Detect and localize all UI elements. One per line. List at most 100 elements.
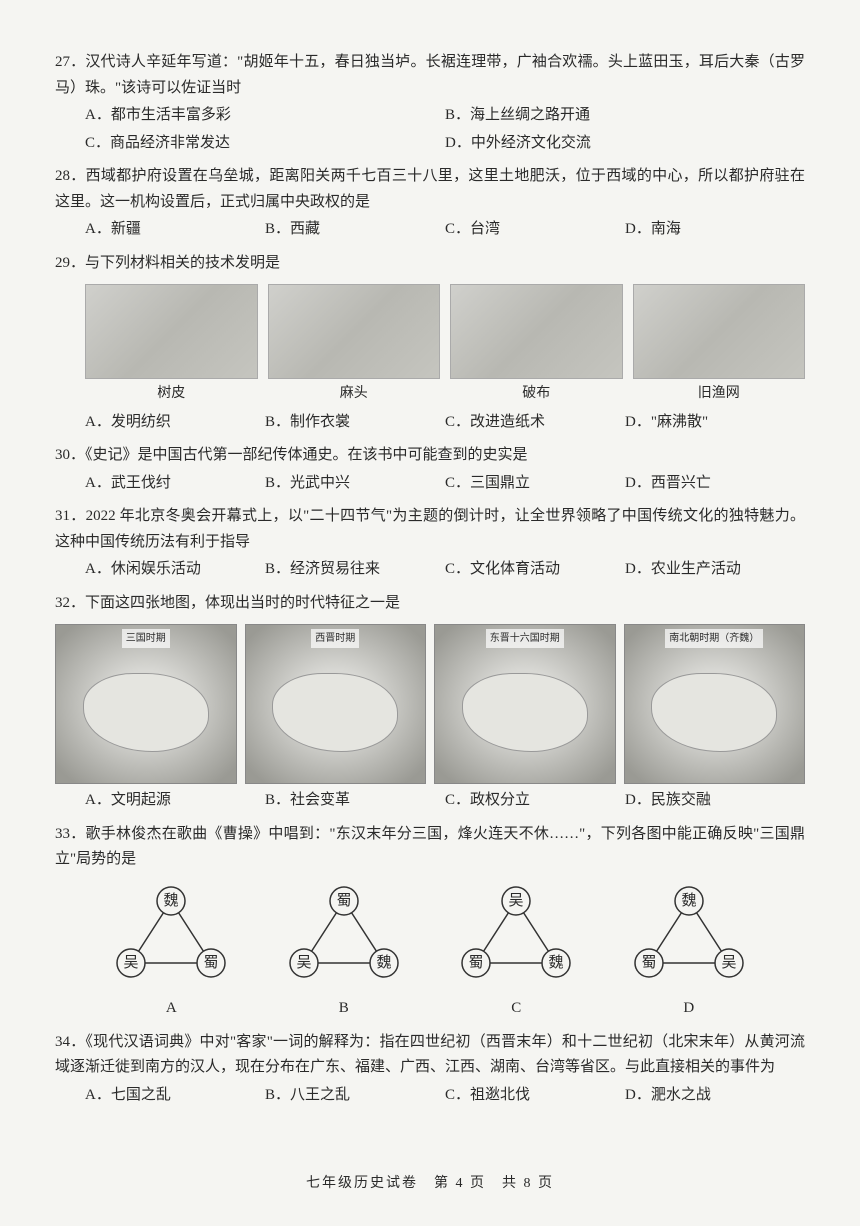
tri-label-b: B: [279, 996, 409, 1022]
q34-body: 《现代汉语词典》中对"客家"一词的解释为：指在四世纪初（西晋末年）和十二世纪初（…: [55, 1034, 805, 1076]
map-sanguo: 三国时期: [55, 624, 237, 784]
q34-opt-c: C．祖逖北伐: [445, 1083, 625, 1109]
q29-opt-a: A．发明纺织: [85, 410, 265, 436]
q29-label-4: 旧渔网: [698, 382, 740, 406]
q29-label-2: 麻头: [340, 382, 368, 406]
q30-options: A．武王伐纣 B．光武中兴 C．三国鼎立 D．西晋兴亡: [55, 471, 805, 497]
map-shape-icon: [651, 673, 777, 752]
tri-d-top: 魏: [681, 892, 696, 909]
tri-c-right: 魏: [549, 954, 564, 971]
map-title-2: 西晋时期: [311, 629, 359, 648]
tri-b-right: 魏: [376, 954, 391, 971]
question-32: 32．下面这四张地图，体现出当时的时代特征之一是 三国时期 西晋时期 东晋十六国…: [55, 591, 805, 814]
q27-opt-a: A．都市生活丰富多彩: [85, 103, 445, 129]
q28-opt-d: D．南海: [625, 217, 805, 243]
map-title-4: 南北朝时期（齐魏）: [665, 629, 763, 648]
q33-triangles: 魏 吴 蜀 A 蜀 吴 魏 B: [85, 883, 775, 1022]
q27-options: A．都市生活丰富多彩 B．海上丝绸之路开通 C．商品经济非常发达 D．中外经济文…: [55, 101, 805, 156]
q32-opt-c: C．政权分立: [445, 788, 625, 814]
q27-body: 汉代诗人辛延年写道："胡姬年十五，春日独当垆。长裾连理带，广袖合欢襦。头上蓝田玉…: [55, 54, 805, 96]
q31-opt-c: C．文化体育活动: [445, 557, 625, 583]
tri-a-left: 吴: [124, 954, 139, 971]
question-33: 33．歌手林俊杰在歌曲《曹操》中唱到："东汉末年分三国，烽火连天不休……"，下列…: [55, 822, 805, 1022]
q30-opt-b: B．光武中兴: [265, 471, 445, 497]
q29-opt-b: B．制作衣裳: [265, 410, 445, 436]
q32-maps: 三国时期 西晋时期 东晋十六国时期 南北朝时期（齐魏）: [55, 624, 805, 784]
tri-d-right: 吴: [721, 954, 736, 971]
rag-image: [450, 284, 623, 379]
q32-map-1: 三国时期: [55, 624, 237, 784]
map-nanbeichao: 南北朝时期（齐魏）: [624, 624, 806, 784]
q30-opt-c: C．三国鼎立: [445, 471, 625, 497]
q30-text: 30．《史记》是中国古代第一部纪传体通史。在该书中可能查到的史实是: [55, 443, 805, 469]
q30-opt-d: D．西晋兴亡: [625, 471, 805, 497]
question-27: 27．汉代诗人辛延年写道："胡姬年十五，春日独当垆。长裾连理带，广袖合欢襦。头上…: [55, 50, 805, 156]
tri-b-left: 吴: [296, 954, 311, 971]
q29-img-3: 破布: [450, 284, 623, 406]
q32-options: A．文明起源 B．社会变革 C．政权分立 D．民族交融: [55, 788, 805, 814]
map-title-1: 三国时期: [122, 629, 170, 648]
q32-opt-b: B．社会变革: [265, 788, 445, 814]
q32-opt-d: D．民族交融: [625, 788, 805, 814]
q34-text: 34．《现代汉语词典》中对"客家"一词的解释为：指在四世纪初（西晋末年）和十二世…: [55, 1030, 805, 1081]
tri-d-left: 蜀: [641, 955, 656, 971]
triangle-b: 蜀 吴 魏 B: [279, 883, 409, 1022]
q32-text: 32．下面这四张地图，体现出当时的时代特征之一是: [55, 591, 805, 617]
q32-body: 下面这四张地图，体现出当时的时代特征之一是: [85, 595, 400, 611]
triangle-diagram-icon: 魏 吴 蜀: [106, 883, 236, 983]
q29-images: 树皮 麻头 破布 旧渔网: [85, 284, 805, 406]
triangle-a: 魏 吴 蜀 A: [106, 883, 236, 1022]
q34-opt-b: B．八王之乱: [265, 1083, 445, 1109]
page-footer: 七年级历史试卷 第 4 页 共 8 页: [0, 1172, 860, 1196]
q29-opt-d: D．"麻沸散": [625, 410, 805, 436]
question-28: 28．西域都护府设置在乌垒城，距离阳关两千七百三十八里，这里土地肥沃，位于西域的…: [55, 164, 805, 243]
triangle-diagram-icon: 蜀 吴 魏: [279, 883, 409, 983]
q31-opt-b: B．经济贸易往来: [265, 557, 445, 583]
q29-opt-c: C．改进造纸术: [445, 410, 625, 436]
q31-body: 2022 年北京冬奥会开幕式上，以"二十四节气"为主题的倒计时，让全世界领略了中…: [55, 508, 805, 550]
map-shape-icon: [83, 673, 209, 752]
q29-label-1: 树皮: [157, 382, 185, 406]
q28-text: 28．西域都护府设置在乌垒城，距离阳关两千七百三十八里，这里土地肥沃，位于西域的…: [55, 164, 805, 215]
bark-image: [85, 284, 258, 379]
q27-opt-d: D．中外经济文化交流: [445, 131, 805, 157]
triangle-c: 吴 蜀 魏 C: [451, 883, 581, 1022]
q33-num: 33．: [55, 826, 85, 842]
hemp-image: [268, 284, 441, 379]
q28-options: A．新疆 B．西藏 C．台湾 D．南海: [55, 217, 805, 243]
question-30: 30．《史记》是中国古代第一部纪传体通史。在该书中可能查到的史实是 A．武王伐纣…: [55, 443, 805, 496]
q28-body: 西域都护府设置在乌垒城，距离阳关两千七百三十八里，这里土地肥沃，位于西域的中心，…: [55, 168, 805, 210]
q29-body: 与下列材料相关的技术发明是: [85, 255, 280, 271]
triangle-diagram-icon: 魏 蜀 吴: [624, 883, 754, 983]
tri-label-c: C: [451, 996, 581, 1022]
map-shape-icon: [462, 673, 588, 752]
q27-text: 27．汉代诗人辛延年写道："胡姬年十五，春日独当垆。长裾连理带，广袖合欢襦。头上…: [55, 50, 805, 101]
q32-map-2: 西晋时期: [245, 624, 427, 784]
q29-text: 29．与下列材料相关的技术发明是: [55, 251, 805, 277]
map-dongjin: 东晋十六国时期: [434, 624, 616, 784]
q30-num: 30．: [55, 447, 85, 463]
q29-img-2: 麻头: [268, 284, 441, 406]
tri-c-top: 吴: [509, 892, 524, 909]
q29-img-1: 树皮: [85, 284, 258, 406]
q32-map-3: 东晋十六国时期: [434, 624, 616, 784]
q34-num: 34．: [55, 1034, 85, 1050]
q29-img-4: 旧渔网: [633, 284, 806, 406]
tri-label-d: D: [624, 996, 754, 1022]
q28-opt-b: B．西藏: [265, 217, 445, 243]
map-xijin: 西晋时期: [245, 624, 427, 784]
tri-label-a: A: [106, 996, 236, 1022]
q32-opt-a: A．文明起源: [85, 788, 265, 814]
q31-opt-d: D．农业生产活动: [625, 557, 805, 583]
tri-a-right: 蜀: [204, 955, 219, 971]
q30-opt-a: A．武王伐纣: [85, 471, 265, 497]
map-title-3: 东晋十六国时期: [486, 629, 564, 648]
q32-map-4: 南北朝时期（齐魏）: [624, 624, 806, 784]
question-34: 34．《现代汉语词典》中对"客家"一词的解释为：指在四世纪初（西晋末年）和十二世…: [55, 1030, 805, 1109]
map-shape-icon: [272, 673, 398, 752]
triangle-diagram-icon: 吴 蜀 魏: [451, 883, 581, 983]
q34-opt-d: D．淝水之战: [625, 1083, 805, 1109]
q31-opt-a: A．休闲娱乐活动: [85, 557, 265, 583]
q34-opt-a: A．七国之乱: [85, 1083, 265, 1109]
q29-num: 29．: [55, 255, 85, 271]
